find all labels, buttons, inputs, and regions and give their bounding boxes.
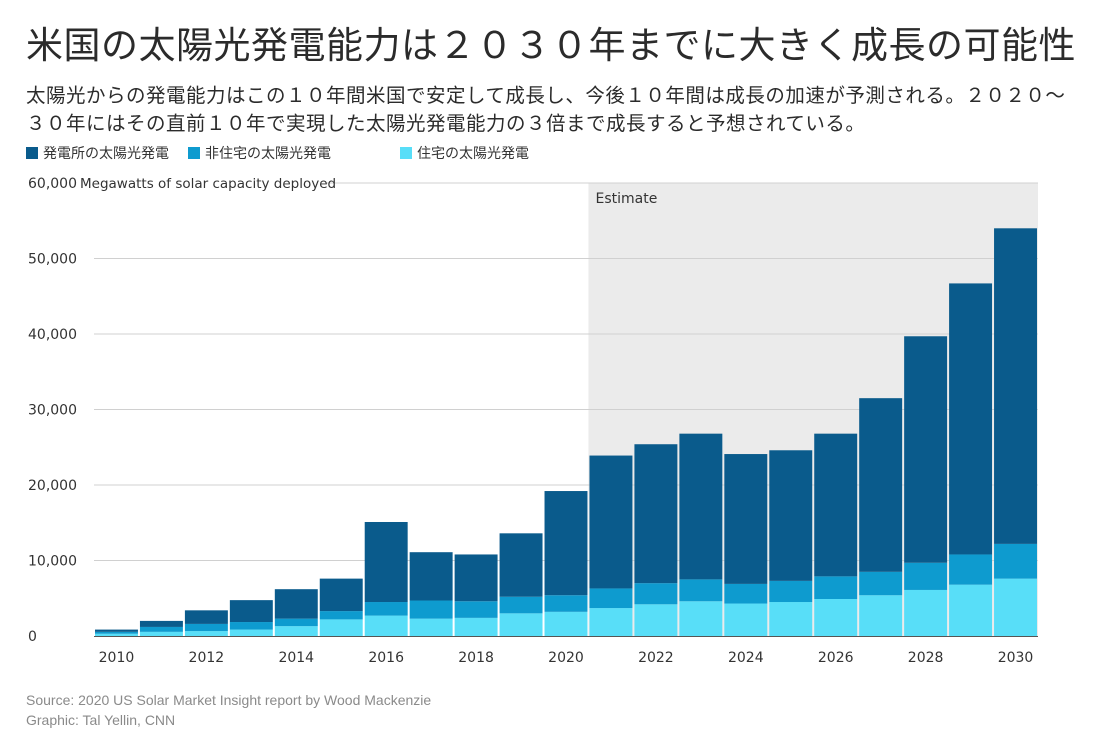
bar-segment-residential-2024 — [724, 603, 768, 636]
legend-item-utility: 発電所の太陽光発電 — [26, 143, 169, 163]
y-tick-label: 50,000 — [28, 252, 77, 268]
graphic-credit: Graphic: Tal Yellin, CNN — [26, 712, 176, 728]
bar-segment-utility-2028 — [904, 336, 948, 563]
bar-segment-non_residential-2011 — [139, 626, 183, 632]
bar-segment-non_residential-2010 — [95, 631, 138, 634]
bar-segment-residential-2016 — [364, 615, 408, 636]
source-text: Source: 2020 US Solar Market Insight rep… — [26, 692, 432, 708]
x-tick-label: 2024 — [728, 650, 764, 666]
legend-item-residential: 住宅の太陽光発電 — [400, 143, 529, 163]
source-note: Source: 2020 US Solar Market Insight rep… — [26, 690, 431, 730]
bar-segment-utility-2023 — [679, 433, 723, 580]
bar-segment-residential-2028 — [904, 589, 948, 636]
bar-segment-non_residential-2018 — [454, 601, 498, 618]
bar-segment-residential-2010 — [95, 633, 138, 636]
bar-segment-utility-2026 — [814, 433, 858, 577]
bar-segment-non_residential-2028 — [904, 562, 948, 590]
bar-segment-residential-2030 — [994, 578, 1037, 636]
bar-segment-non_residential-2024 — [724, 583, 768, 604]
bar-segment-utility-2010 — [95, 629, 138, 632]
bar-segment-residential-2029 — [949, 584, 993, 636]
bar-segment-utility-2030 — [994, 228, 1037, 544]
bar-segment-residential-2027 — [859, 595, 903, 636]
bar-segment-non_residential-2025 — [769, 580, 813, 603]
bar-segment-non_residential-2016 — [364, 602, 408, 616]
bar-segment-non_residential-2020 — [544, 595, 588, 612]
legend-swatch-residential — [400, 147, 412, 159]
bar-segment-residential-2026 — [814, 599, 858, 636]
estimate-label: Estimate — [595, 191, 657, 207]
bar-segment-residential-2011 — [139, 631, 183, 636]
bar-segment-non_residential-2014 — [274, 618, 318, 627]
bar-segment-non_residential-2030 — [994, 543, 1037, 579]
bar-segment-utility-2011 — [139, 620, 183, 627]
bar-segment-utility-2029 — [949, 283, 993, 555]
bar-segment-residential-2013 — [229, 629, 273, 636]
bar-segment-residential-2022 — [634, 604, 678, 636]
bar-segment-non_residential-2017 — [409, 600, 453, 619]
x-tick-label: 2022 — [638, 650, 674, 666]
bar-segment-non_residential-2027 — [859, 571, 903, 596]
bar-segment-utility-2016 — [364, 521, 408, 603]
bar-segment-residential-2020 — [544, 611, 588, 636]
y-tick-label: 30,000 — [28, 403, 77, 419]
bar-segment-non_residential-2015 — [319, 611, 363, 620]
bar-segment-non_residential-2029 — [949, 554, 993, 585]
x-tick-label: 2026 — [818, 650, 854, 666]
y-tick-label: 0 — [28, 629, 37, 645]
legend-item-non-residential: 非住宅の太陽光発電 — [188, 143, 331, 163]
x-tick-label: 2018 — [458, 650, 494, 666]
legend-label-residential: 住宅の太陽光発電 — [417, 146, 529, 162]
bar-segment-utility-2014 — [274, 589, 318, 619]
x-tick-label: 2028 — [908, 650, 944, 666]
legend-swatch-utility — [26, 147, 38, 159]
bar-segment-residential-2023 — [679, 601, 723, 636]
bar-segment-utility-2020 — [544, 491, 588, 596]
bar-segment-utility-2021 — [589, 455, 633, 589]
bar-segment-residential-2019 — [499, 613, 543, 636]
x-tick-label: 2030 — [998, 650, 1034, 666]
bar-segment-utility-2013 — [229, 600, 273, 623]
bar-segment-non_residential-2013 — [229, 622, 273, 630]
bar-segment-utility-2022 — [634, 444, 678, 584]
bar-segment-residential-2021 — [589, 608, 633, 636]
x-tick-label: 2012 — [189, 650, 225, 666]
chart-title: 米国の太陽光発電能力は２０３０年までに大きく成長の可能性 — [26, 24, 1076, 67]
bar-segment-utility-2027 — [859, 398, 903, 572]
y-axis-label: Megawatts of solar capacity deployed — [80, 176, 336, 192]
x-tick-label: 2010 — [99, 650, 135, 666]
legend-swatch-non-residential — [188, 147, 200, 159]
bar-segment-residential-2018 — [454, 617, 498, 636]
bar-segment-non_residential-2026 — [814, 576, 858, 600]
legend-label-utility: 発電所の太陽光発電 — [43, 146, 169, 162]
bar-segment-utility-2015 — [319, 578, 363, 612]
bar-segment-residential-2012 — [184, 631, 228, 636]
bar-segment-non_residential-2022 — [634, 583, 678, 605]
x-tick-label: 2020 — [548, 650, 584, 666]
y-tick-label: 10,000 — [28, 554, 77, 570]
bar-segment-non_residential-2019 — [499, 596, 543, 614]
bar-segment-utility-2024 — [724, 454, 768, 584]
bar-segment-residential-2015 — [319, 619, 363, 636]
bar-segment-utility-2012 — [184, 610, 228, 624]
bar-segment-non_residential-2012 — [184, 623, 228, 632]
bar-segment-residential-2025 — [769, 602, 813, 636]
bar-segment-non_residential-2021 — [589, 588, 633, 609]
x-tick-label: 2016 — [368, 650, 404, 666]
bar-segment-residential-2017 — [409, 618, 453, 636]
x-tick-label: 2014 — [278, 650, 314, 666]
bar-segment-utility-2019 — [499, 533, 543, 597]
stacked-bar-chart: Estimate 0 10,000 20,000 30,000 40,000 50,000 6… — [28, 176, 1038, 666]
chart-subtitle: 太陽光からの発電能力はこの１０年間米国で安定して成長し、今後１０年間は成長の加速… — [26, 84, 1066, 135]
bar-segment-utility-2018 — [454, 554, 498, 602]
bar-segment-non_residential-2023 — [679, 579, 723, 602]
y-tick-label: 40,000 — [28, 327, 77, 343]
bar-segment-utility-2025 — [769, 450, 813, 581]
y-tick-label: 20,000 — [28, 478, 77, 494]
bar-segment-residential-2014 — [274, 626, 318, 636]
y-tick-label: 60,000 — [28, 176, 77, 192]
legend-label-non-residential: 非住宅の太陽光発電 — [205, 146, 331, 162]
bar-segment-utility-2017 — [409, 552, 453, 601]
